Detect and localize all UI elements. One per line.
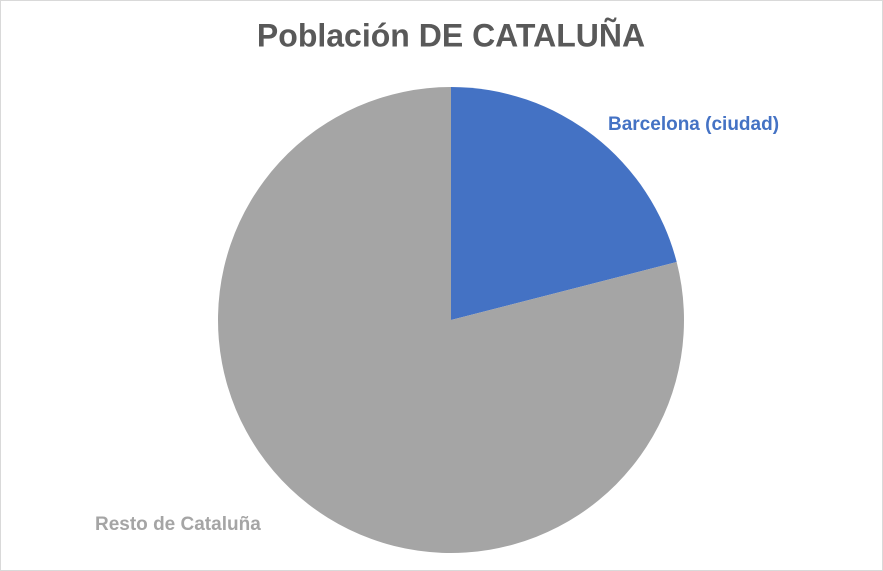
slice-label: Resto de Cataluña (95, 514, 261, 535)
pie-slice (451, 87, 677, 320)
pie-slice (218, 87, 685, 554)
slice-label: Barcelona (ciudad) (608, 114, 779, 135)
chart-title: Población DE CATALUÑA (257, 17, 645, 53)
